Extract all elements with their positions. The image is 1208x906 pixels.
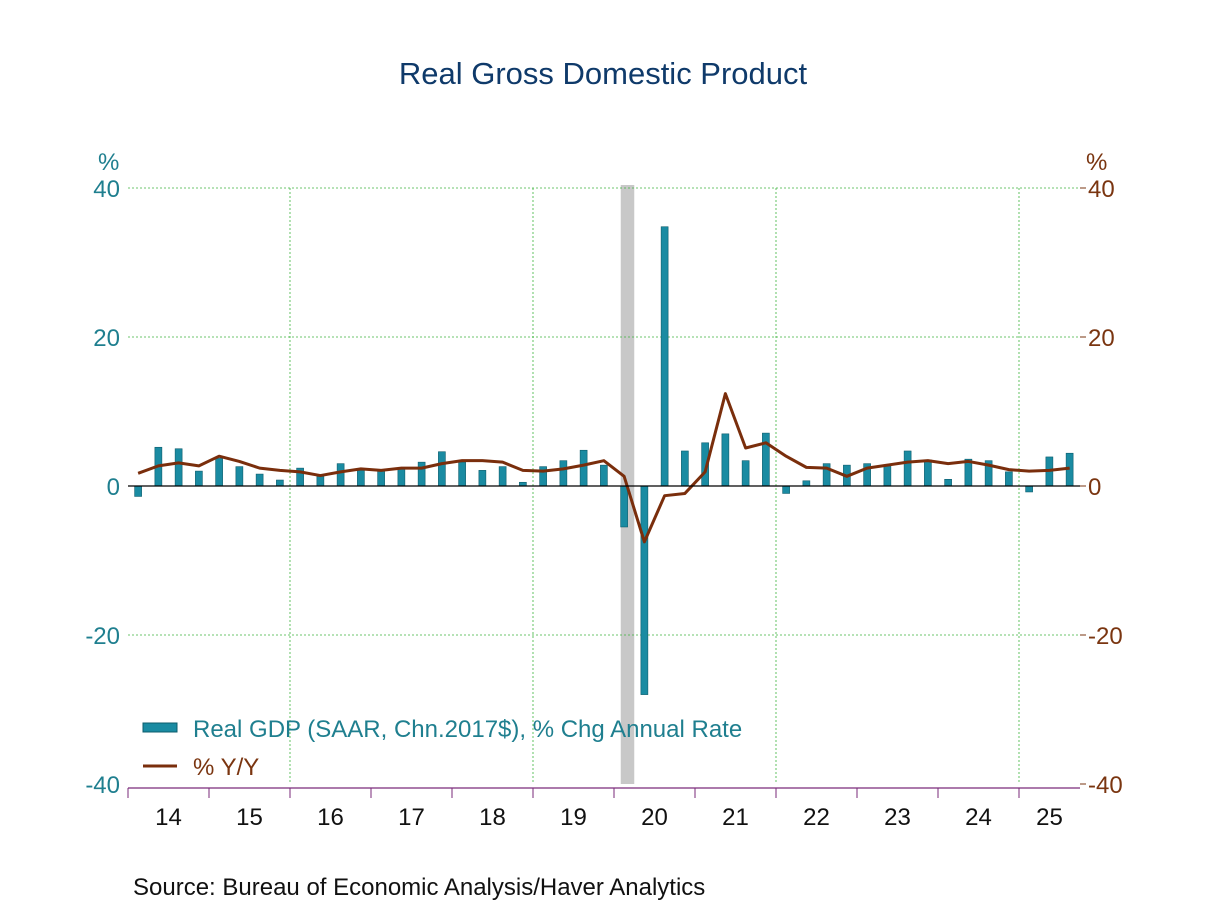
- x-tick-label: 16: [317, 804, 344, 831]
- bar-2021Q3: [741, 460, 750, 487]
- bar-2024Q4: [1005, 471, 1013, 487]
- legend-bar-swatch: [142, 722, 178, 733]
- bar-2017Q2: [397, 467, 406, 487]
- bar-2019Q3: [579, 449, 588, 487]
- bar-2019Q2: [559, 460, 568, 487]
- x-tick-label: 19: [560, 804, 587, 831]
- bar-2019Q4: [600, 464, 608, 487]
- legend-label-line: % Y/Y: [193, 754, 259, 781]
- right-tick-label: 40: [1088, 176, 1115, 203]
- x-tick-label: 23: [884, 804, 911, 831]
- source-note: Source: Bureau of Economic Analysis/Have…: [133, 874, 705, 901]
- x-tick-label: 24: [965, 804, 992, 831]
- x-tick-label: 20: [641, 804, 668, 831]
- bar-2022Q1: [782, 485, 790, 494]
- bar-2020Q4: [681, 450, 689, 487]
- bar-2014Q3: [174, 448, 183, 487]
- bar-2021Q2: [721, 433, 730, 487]
- x-tick-label: 22: [803, 804, 830, 831]
- x-tick-label: 21: [722, 804, 749, 831]
- right-axis-unit: %: [1086, 149, 1107, 176]
- bar-2018Q2: [478, 470, 487, 487]
- right-tick-label: 0: [1088, 474, 1101, 501]
- left-tick-label: -20: [85, 623, 120, 650]
- left-tick-label: 40: [93, 176, 120, 203]
- bar-2025Q1: [1025, 485, 1033, 493]
- x-tick-label: 14: [155, 804, 182, 831]
- bar-2015Q4: [276, 479, 284, 487]
- bar-2015Q2: [235, 466, 244, 487]
- bar-2018Q1: [458, 461, 466, 487]
- x-tick-label: 17: [398, 804, 425, 831]
- bar-2017Q3: [417, 461, 426, 487]
- bar-2024Q1: [944, 478, 952, 487]
- right-tick-label: 20: [1088, 325, 1115, 352]
- left-tick-label: 20: [93, 325, 120, 352]
- legend-label-bar: Real GDP (SAAR, Chn.2017$), % Chg Annual…: [193, 716, 742, 743]
- bar-2014Q4: [195, 470, 203, 487]
- bar-2017Q4: [438, 451, 446, 487]
- left-tick-label: 0: [107, 474, 120, 501]
- bar-2020Q3: [660, 226, 669, 487]
- x-tick-label: 15: [236, 804, 263, 831]
- chart-title: Real Gross Domestic Product: [399, 56, 808, 91]
- bar-2023Q2: [883, 465, 892, 487]
- x-tick-label: 25: [1036, 804, 1063, 831]
- right-tick-label: -40: [1088, 772, 1123, 799]
- bar-2021Q4: [762, 432, 770, 487]
- bar-2014Q1: [134, 485, 142, 497]
- bar-2020Q1: [620, 485, 628, 528]
- line-series: [137, 392, 1070, 544]
- axes: 14 15 16 17 18 19 20 21 22 23 24 25 40 20 0 -20 -40 40 20 0…: [85, 176, 1122, 831]
- bar-2023Q4: [924, 459, 932, 487]
- bar-2015Q1: [215, 458, 223, 487]
- bar-2016Q4: [357, 470, 365, 487]
- left-tick-label: -40: [85, 772, 120, 799]
- bar-2018Q3: [498, 466, 507, 487]
- bar-2015Q3: [255, 473, 264, 487]
- bar-2016Q2: [316, 476, 325, 487]
- bar-2020Q2: [640, 485, 649, 695]
- bar-2022Q2: [802, 480, 811, 487]
- right-tick-label: -20: [1088, 623, 1123, 650]
- bar-2016Q3: [336, 463, 345, 487]
- x-tick-label: 18: [479, 804, 506, 831]
- bar-2017Q1: [377, 470, 385, 487]
- left-axis-unit: %: [98, 149, 119, 176]
- legend: Real GDP (SAAR, Chn.2017$), % Chg Annual…: [142, 716, 742, 781]
- bar-2023Q3: [903, 450, 912, 487]
